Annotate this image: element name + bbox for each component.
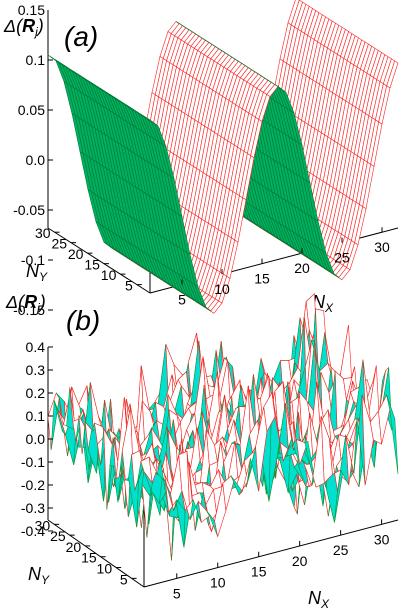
x-tick-label: 20 <box>294 260 310 276</box>
x-tick-label: 10 <box>210 575 226 591</box>
x-tick-label: 10 <box>214 281 230 297</box>
y-tick-label: 25 <box>50 528 66 544</box>
z-axis-label: Δ(Rj) <box>5 292 46 315</box>
y-tick-label: 30 <box>35 517 51 533</box>
y-tick-label: 20 <box>66 539 82 555</box>
panel-label: (b) <box>66 305 100 336</box>
z-ticks: 0.1 0.05 0.0 -0.05 -0.1 -0.15 0.15 <box>13 2 53 318</box>
z-tick-label: 0.0 <box>26 431 46 447</box>
z-ticks: 0.4 0.3 0.2 0.1 0.0 -0.1 -0.2 -0.3 -0.4 <box>21 339 53 539</box>
surface <box>47 0 399 314</box>
z-tick-label: -0.15 <box>13 302 45 318</box>
y-tick-label: 10 <box>97 561 113 577</box>
x-ticks: 5 10 15 20 25 30 <box>178 227 390 308</box>
z-tick-label: -0.3 <box>21 500 45 516</box>
z-tick-label: -0.2 <box>21 477 45 493</box>
panel-b: 0.40.30.20.10.0-0.1-0.2-0.3-0.4510152025… <box>5 292 399 610</box>
x-tick-label: 25 <box>333 542 349 558</box>
x-tick-label: 5 <box>173 585 181 601</box>
panel-label: (a) <box>64 21 98 52</box>
z-tick-label: -0.1 <box>21 454 45 470</box>
z-tick-label-top: 0.15 <box>18 2 45 18</box>
z-tick-label: 0.0 <box>26 152 46 168</box>
y-tick-label: 30 <box>35 225 51 241</box>
surface <box>47 293 399 561</box>
x-tick-label: 20 <box>292 553 308 569</box>
y-tick-label: 15 <box>84 257 100 273</box>
surface-cell <box>386 60 399 89</box>
z-tick-label: 0.4 <box>26 339 46 355</box>
z-tick-label: 0.2 <box>26 385 46 401</box>
z-axis-label: Δ(Rj) <box>3 16 44 39</box>
y-axis-line <box>47 227 151 294</box>
z-tick-label: -0.4 <box>21 523 45 539</box>
x-axis-line <box>143 519 399 588</box>
z-tick-label: -0.05 <box>13 202 45 218</box>
y-axis-line <box>47 519 145 588</box>
x-tick-label: 15 <box>251 564 267 580</box>
axes-frame <box>47 347 399 588</box>
panel-a: 0.10.050.0-0.05-0.1-0.150.15510152025303… <box>3 0 399 318</box>
x-tick-label: 15 <box>254 271 270 287</box>
y-tick-label: 25 <box>51 236 67 252</box>
x-tick-label: 25 <box>334 250 350 266</box>
y-tick-label: 5 <box>120 571 128 587</box>
z-tick-label: 0.1 <box>26 408 46 424</box>
y-tick-label: 10 <box>101 267 117 283</box>
z-tick-label: -0.1 <box>21 252 45 268</box>
y-tick-label: 5 <box>125 278 133 294</box>
z-tick-label: 0.3 <box>26 362 46 378</box>
y-tick-label: 20 <box>68 246 84 262</box>
x-tick-label: 30 <box>374 239 390 255</box>
x-tick-label: 30 <box>374 531 390 547</box>
z-tick-label: 0.1 <box>26 52 46 68</box>
y-tick-label: 15 <box>81 550 97 566</box>
x-ticks: 5 10 15 20 25 30 <box>173 519 390 601</box>
surface-cell <box>386 394 399 475</box>
x-tick-label: 5 <box>178 292 186 308</box>
z-tick-label: 0.05 <box>18 102 45 118</box>
